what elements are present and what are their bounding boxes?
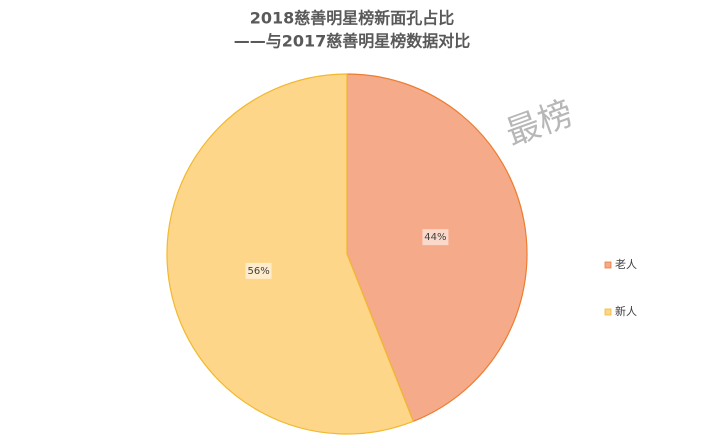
legend-swatch xyxy=(604,261,612,269)
data-label-bg xyxy=(422,229,449,246)
legend-label: 新人 xyxy=(615,304,637,318)
legend-swatch xyxy=(604,308,612,316)
legend-label: 老人 xyxy=(615,258,637,271)
data-label: 44% xyxy=(424,232,446,243)
pie-slice xyxy=(346,73,528,423)
watermark: 最榜 xyxy=(501,93,579,154)
data-label: 56% xyxy=(247,266,269,277)
data-label-bg xyxy=(245,262,272,279)
chart-title: 2018慈善明星榜新面孔占比 xyxy=(250,9,455,28)
chart-subtitle: ——与2017慈善明星榜数据对比 xyxy=(234,32,471,51)
pie-slice xyxy=(166,73,415,435)
